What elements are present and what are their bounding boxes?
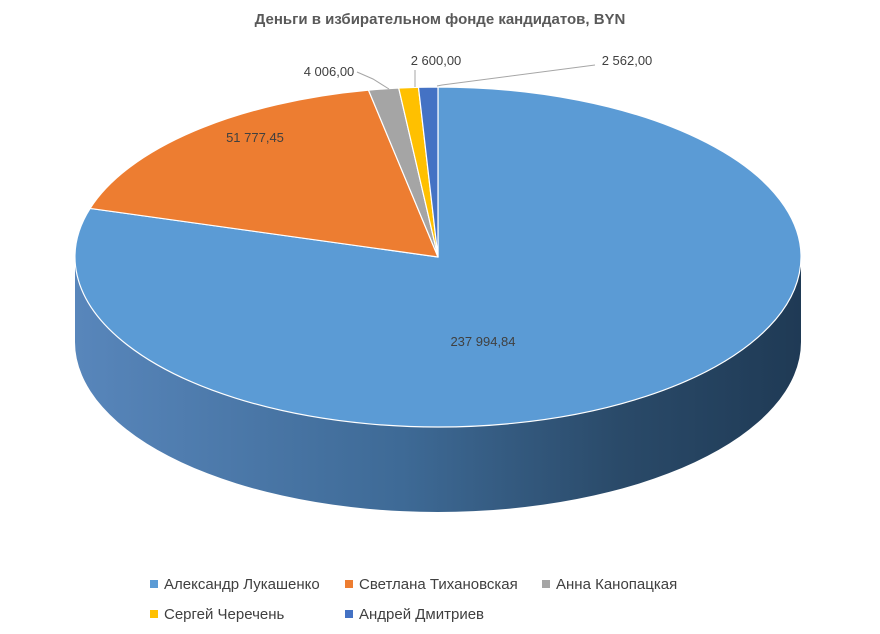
pie-slice bbox=[417, 86, 439, 258]
data-label: 2 562,00 bbox=[602, 53, 653, 68]
legend-label: Андрей Дмитриев bbox=[359, 606, 484, 623]
data-label: 51 777,45 bbox=[226, 130, 284, 145]
legend-item: Сергей Черечень bbox=[150, 606, 285, 623]
legend-swatch bbox=[345, 580, 353, 588]
pie-leader-lines bbox=[356, 64, 596, 90]
legend-swatch bbox=[150, 580, 158, 588]
legend-label: Александр Лукашенко bbox=[164, 576, 320, 593]
data-label: 237 994,84 bbox=[450, 334, 515, 349]
leader-line bbox=[436, 64, 596, 87]
data-label: 4 006,00 bbox=[304, 64, 355, 79]
pie-side-wall bbox=[75, 257, 801, 512]
legend-swatch bbox=[345, 610, 353, 618]
legend-label: Анна Канопацкая bbox=[556, 576, 677, 593]
legend-swatch bbox=[150, 610, 158, 618]
legend-item: Андрей Дмитриев bbox=[345, 606, 484, 623]
pie-side-segment bbox=[75, 257, 801, 512]
legend-item: Александр Лукашенко bbox=[150, 576, 320, 593]
legend-label: Сергей Черечень bbox=[164, 606, 285, 623]
pie-slice bbox=[89, 89, 439, 258]
legend-label: Светлана Тихановская bbox=[359, 576, 518, 593]
legend-item: Светлана Тихановская bbox=[345, 576, 518, 593]
pie-slices bbox=[74, 86, 802, 428]
pie-data-labels: 237 994,84 51 777,45 4 006,00 2 600,00 2 562… bbox=[226, 53, 652, 349]
chart-title: Деньги в избирательном фонде кандидатов,… bbox=[255, 11, 626, 28]
data-label: 2 600,00 bbox=[411, 53, 462, 68]
leader-line bbox=[356, 71, 390, 90]
legend-item: Анна Канопацкая bbox=[542, 576, 677, 593]
legend-swatch bbox=[542, 580, 550, 588]
legend: Александр Лукашенко Светлана Тихановская А… bbox=[150, 576, 677, 623]
